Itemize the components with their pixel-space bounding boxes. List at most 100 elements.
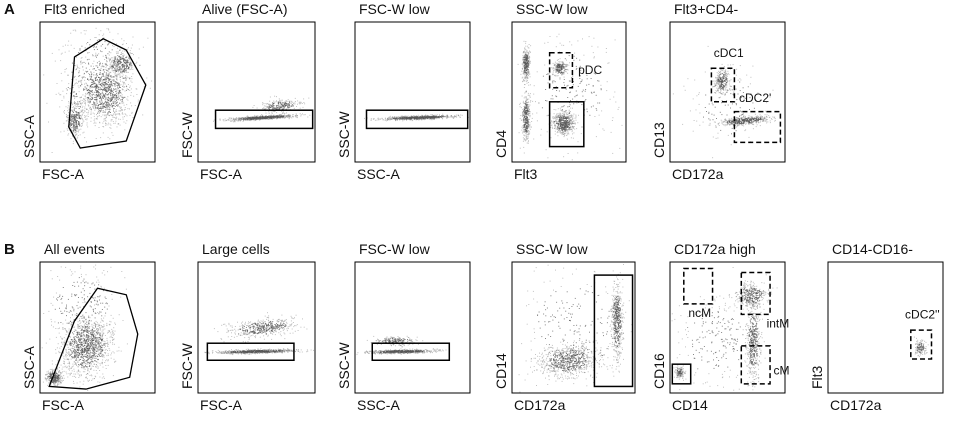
event-dot bbox=[82, 124, 83, 126]
event-dot bbox=[377, 118, 379, 120]
event-dot bbox=[282, 111, 284, 113]
event-dot bbox=[102, 89, 104, 90]
event-dot bbox=[95, 88, 97, 90]
event-dot bbox=[560, 67, 562, 69]
event-dot bbox=[126, 98, 128, 100]
event-dot bbox=[560, 121, 562, 123]
event-dot bbox=[289, 105, 291, 107]
event-dot bbox=[430, 114, 432, 116]
event-dot bbox=[526, 134, 528, 135]
event-dot bbox=[43, 74, 45, 76]
event-dot bbox=[126, 88, 128, 90]
event-dot bbox=[566, 117, 568, 119]
event-dot bbox=[125, 71, 127, 73]
event-dot bbox=[71, 119, 73, 121]
event-dot bbox=[108, 74, 109, 76]
event-dot bbox=[118, 64, 120, 65]
event-dot bbox=[239, 120, 241, 122]
event-dot bbox=[557, 75, 559, 77]
event-dot bbox=[280, 115, 282, 117]
event-dot bbox=[297, 103, 298, 105]
event-dot bbox=[108, 73, 110, 75]
event-dot bbox=[558, 113, 560, 115]
event-dot bbox=[237, 118, 239, 120]
event-dot bbox=[129, 65, 131, 67]
event-dot bbox=[277, 107, 279, 109]
event-dot bbox=[525, 105, 527, 107]
event-dot bbox=[551, 126, 553, 128]
event-dot bbox=[452, 116, 454, 118]
event-dot bbox=[585, 99, 587, 100]
event-dot bbox=[274, 107, 275, 109]
event-dot bbox=[419, 116, 420, 118]
event-dot bbox=[122, 77, 124, 79]
event-dot bbox=[111, 89, 113, 91]
event-dot bbox=[564, 121, 566, 122]
event-dot bbox=[559, 119, 561, 121]
event-dot bbox=[98, 86, 100, 88]
event-dot bbox=[562, 72, 564, 74]
event-dot bbox=[103, 95, 105, 97]
event-dot bbox=[65, 106, 67, 108]
event-dot bbox=[116, 92, 117, 94]
event-dot bbox=[565, 117, 566, 118]
event-dot bbox=[107, 108, 109, 110]
event-dot bbox=[555, 74, 557, 76]
event-dot bbox=[97, 115, 99, 117]
event-dot bbox=[101, 82, 103, 84]
event-dot bbox=[82, 121, 84, 123]
event-dot bbox=[556, 114, 558, 115]
event-dot bbox=[122, 102, 124, 104]
event-dot bbox=[108, 88, 110, 90]
event-dot bbox=[270, 114, 272, 116]
event-dot bbox=[554, 124, 556, 126]
event-dot bbox=[71, 79, 72, 80]
event-dot bbox=[114, 64, 116, 66]
event-dot bbox=[240, 117, 242, 119]
event-dot bbox=[80, 114, 82, 116]
event-dot bbox=[522, 137, 524, 139]
event-dot bbox=[526, 62, 527, 64]
event-dot bbox=[102, 86, 104, 88]
event-dot bbox=[528, 104, 530, 106]
event-dot bbox=[123, 60, 125, 61]
event-dot bbox=[95, 85, 97, 87]
event-dot bbox=[107, 84, 109, 86]
event-dot bbox=[114, 61, 116, 63]
event-dot bbox=[119, 60, 121, 62]
event-dot bbox=[88, 97, 90, 99]
event-dot bbox=[552, 67, 554, 69]
event-dot bbox=[524, 77, 525, 79]
event-dot bbox=[117, 91, 119, 93]
event-dot bbox=[407, 117, 409, 119]
event-dot bbox=[526, 69, 528, 70]
event-dot bbox=[524, 51, 526, 53]
event-dot bbox=[145, 82, 147, 84]
event-dot bbox=[565, 66, 566, 68]
event-dot bbox=[97, 110, 99, 112]
event-dot bbox=[526, 72, 527, 74]
event-dot bbox=[55, 93, 57, 95]
event-dot bbox=[119, 62, 121, 64]
event-dot bbox=[275, 108, 277, 109]
event-dot bbox=[91, 94, 93, 96]
event-dot bbox=[266, 118, 268, 120]
event-dot bbox=[120, 95, 122, 97]
event-dot bbox=[555, 109, 557, 111]
event-dot bbox=[559, 64, 561, 66]
event-dot bbox=[527, 92, 529, 94]
event-dot bbox=[111, 60, 113, 62]
event-dot bbox=[120, 58, 122, 60]
event-dot bbox=[525, 45, 527, 47]
event-dot bbox=[121, 101, 123, 103]
event-dot bbox=[69, 126, 71, 128]
event-dot bbox=[416, 117, 418, 119]
event-dot bbox=[112, 85, 114, 87]
event-dot bbox=[289, 114, 291, 116]
event-dot bbox=[127, 99, 129, 101]
event-dot bbox=[525, 70, 527, 71]
event-dot bbox=[90, 85, 92, 87]
event-dot bbox=[107, 106, 109, 108]
event-dot bbox=[106, 79, 107, 81]
event-dot bbox=[95, 83, 97, 85]
